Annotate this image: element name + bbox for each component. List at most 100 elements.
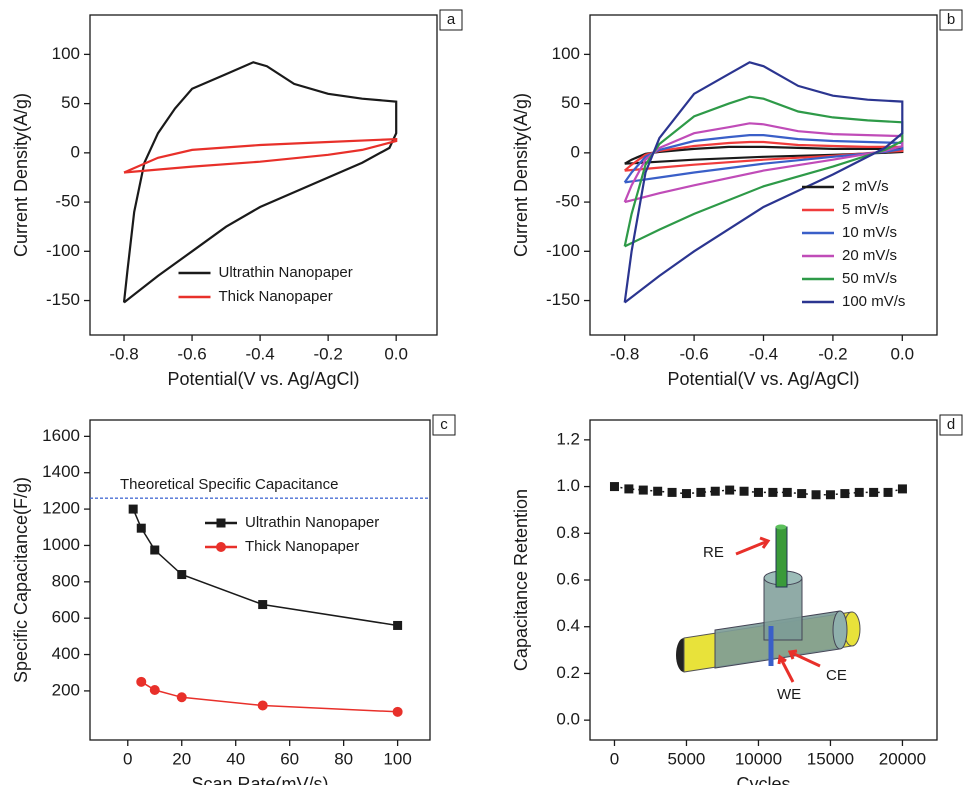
reference-rod [775,526,788,588]
legend-label: 5 mV/s [842,201,889,218]
y-tick-label: 100 [552,44,580,63]
marker [797,489,807,499]
y-tick-label: 1400 [42,462,80,481]
annotation-re: RE [703,544,724,561]
series-line [623,134,904,184]
series-line [623,95,904,248]
panel-label-box [439,9,463,31]
marker [392,706,403,717]
y-tick-label: -50 [555,192,580,211]
marker [739,486,749,496]
x-tick-label: -0.2 [313,344,342,363]
y-tick-label: 50 [561,93,580,112]
y-tick-label: 0.2 [556,663,580,682]
legend-label: Thick Nanopaper [245,538,359,555]
legend-label: 50 mV/s [842,270,897,287]
marker [258,600,268,610]
y-tick-label: 200 [52,680,80,699]
series-line [123,137,398,174]
x-axis-title: Scan Rate(mV/s) [191,774,328,785]
marker [883,487,893,497]
x-tick-label: -0.4 [749,344,778,363]
x-tick-label: 100 [383,749,411,768]
y-tick-label: 400 [52,644,80,663]
panel-label: b [947,11,955,28]
marker [811,490,821,500]
y-tick-label: 100 [52,44,80,63]
marker [667,487,677,497]
marker [136,676,147,687]
legend-marker [216,542,226,552]
x-tick-label: -0.8 [610,344,639,363]
marker [257,700,268,711]
x-tick-label: 10000 [735,749,782,768]
legend-label: 10 mV/s [842,224,897,241]
marker [854,487,864,497]
rod-top [775,524,787,530]
reference-label: Theoretical Specific Capacitance [120,476,338,493]
legend-label: 2 mV/s [842,178,889,195]
marker [150,545,160,555]
marker [653,486,663,496]
panel-label: d [947,416,955,433]
x-tick-label: 60 [280,749,299,768]
legend-label: 100 mV/s [842,293,905,310]
y-axis-title: Capacitance Retention [511,489,531,671]
x-tick-label: 5000 [668,749,706,768]
panel: 0 20 40 60 80 100 200 400 600 800 1000 1200 1400 1600… [11,414,456,785]
marker [609,482,619,492]
marker [136,523,146,533]
x-tick-label: 0.0 [890,344,914,363]
panel-label: c [440,416,448,433]
panel-label: a [447,11,456,28]
marker [725,485,735,495]
y-tick-label: 1600 [42,426,80,445]
legend-marker [216,518,226,528]
y-tick-label: 1.2 [556,429,580,448]
marker [753,487,763,497]
y-tick-label: 1000 [42,535,80,554]
marker [149,685,160,695]
y-tick-label: 1200 [42,499,80,518]
marker [782,487,792,497]
y-tick-label: 600 [52,608,80,627]
y-tick-label: -50 [55,192,80,211]
y-tick-label: 0.6 [556,569,580,588]
arrow-ce [787,649,821,668]
y-axis-title: Current Density(A/g) [11,93,31,257]
marker [768,487,778,497]
annotation-ce: CE [826,667,847,684]
plot-frame [89,14,438,336]
marker [696,487,706,497]
y-tick-label: -100 [46,241,80,260]
marker [897,484,907,494]
panel-label-box [432,414,456,436]
marker [177,570,187,580]
y-tick-label: 50 [61,93,80,112]
x-tick-label: 0 [610,749,619,768]
x-axis-title: Potential(V vs. Ag/AgCl) [667,369,859,389]
y-tick-label: -100 [546,241,580,260]
series-line [623,61,904,304]
marker [710,486,720,496]
legend-label: Ultrathin Nanopaper [219,264,353,281]
arrow-we [777,654,795,683]
legend-label: Thick Nanopaper [219,288,333,305]
cell-cap [832,610,848,650]
x-axis-title: Potential(V vs. Ag/AgCl) [167,369,359,389]
plot-frame [89,419,431,741]
marker [869,487,879,497]
y-tick-label: 0 [571,142,580,161]
series-line [122,61,398,304]
y-tick-label: 0.8 [556,523,580,542]
panel-label-box [939,9,963,31]
y-tick-label: 0 [71,142,80,161]
y-tick-label: 0.0 [556,710,580,729]
marker [840,489,850,499]
series-line [623,122,904,204]
x-tick-label: -0.4 [245,344,274,363]
x-tick-label: 0.0 [384,344,408,363]
panel: -0.8 -0.6 -0.4 -0.2 0.0 -150 -100 -50 0 50 100 Pote… [11,9,463,389]
x-tick-label: 15000 [807,749,854,768]
